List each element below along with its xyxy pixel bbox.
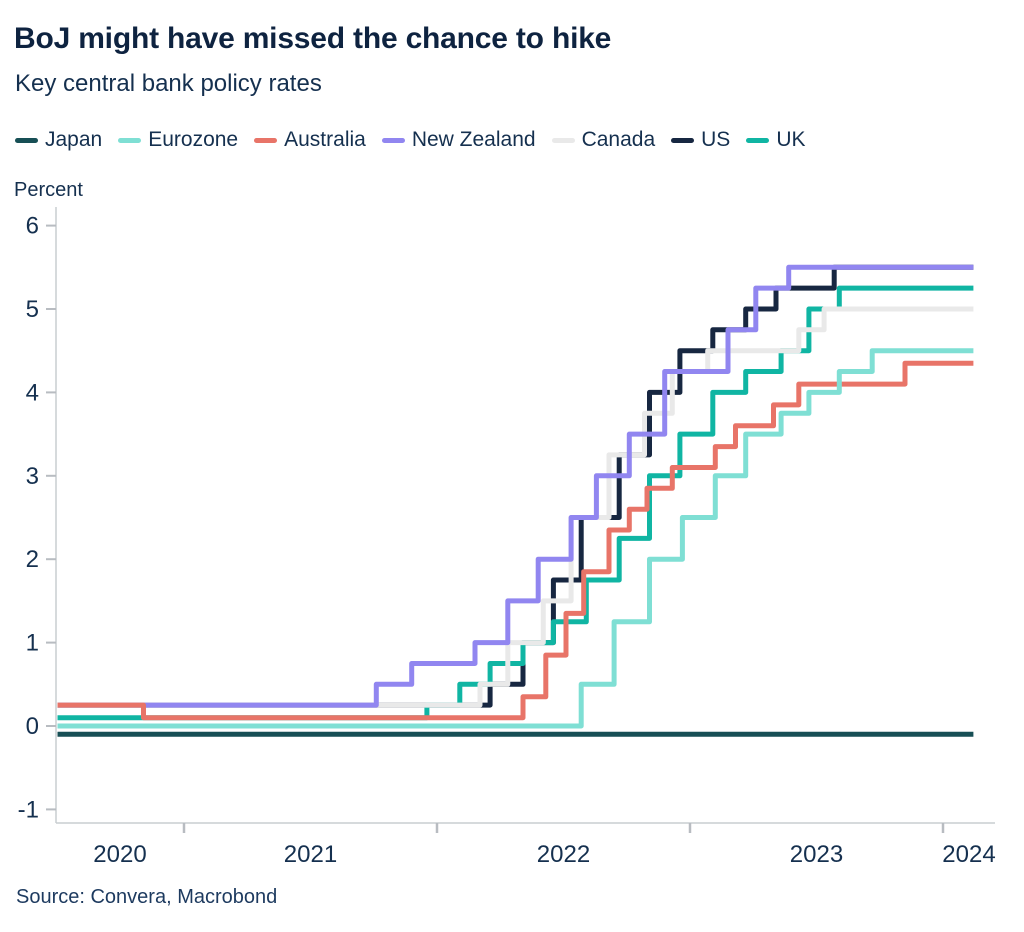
legend-item-uk: UK: [746, 128, 806, 152]
series-line-new-zealand: [57, 264, 974, 708]
series-line-uk: [57, 285, 974, 721]
axes: [55, 207, 995, 824]
legend-swatch-icon: [381, 137, 405, 143]
series-line-australia: [57, 360, 974, 721]
legend-label: New Zealand: [411, 128, 536, 151]
legend-item-japan: Japan: [15, 128, 102, 152]
legend-label: Australia: [284, 128, 366, 151]
legend-label: US: [701, 128, 731, 151]
page-title: BoJ might have missed the chance to hike: [14, 22, 612, 55]
legend-label: UK: [776, 128, 806, 151]
legend-swatch-icon: [671, 137, 695, 143]
x-year-label: 2021: [284, 841, 337, 868]
y-axis-unit-label: Percent: [14, 179, 83, 201]
legend-item-canada: Canada: [551, 128, 656, 152]
series-line-canada: [57, 306, 974, 708]
y-tick-label: 4: [26, 379, 39, 406]
legend-label: Eurozone: [148, 128, 239, 151]
legend-swatch-icon: [551, 137, 575, 143]
y-tick-label: 1: [26, 630, 39, 657]
legend-swatch-icon: [15, 137, 38, 143]
y-tick-label: 6: [26, 213, 39, 240]
series-lines: [57, 264, 974, 737]
x-axis-ticks: 2020 2021 2022 2023 2024: [93, 823, 996, 868]
series-line-eurozone: [57, 348, 974, 729]
y-tick-label: 5: [26, 296, 39, 323]
legend-item-eurozone: Eurozone: [118, 128, 238, 152]
y-axis-ticks: -1 0 1 2 3 4 5 6: [18, 213, 56, 823]
y-tick-label: 3: [26, 463, 39, 490]
legend-swatch-icon: [746, 137, 770, 143]
legend-item-us: US: [671, 128, 730, 152]
legend-label: Canada: [581, 128, 656, 151]
chart-subtitle: Key central bank policy rates: [15, 70, 322, 97]
y-tick-label: 2: [26, 546, 39, 573]
y-tick-label: -1: [18, 796, 39, 823]
source-note: Source: Convera, Macrobond: [16, 886, 278, 908]
series-line-us: [57, 264, 974, 708]
y-tick-label: 0: [26, 713, 39, 740]
x-year-label: 2020: [93, 841, 146, 868]
x-year-label: 2024: [942, 841, 995, 868]
legend-item-australia: Australia: [254, 128, 366, 152]
legend: Japan Eurozone Australia New Zealand Canada U…: [15, 128, 806, 152]
legend-label: Japan: [45, 128, 103, 151]
x-year-label: 2022: [537, 841, 590, 868]
x-year-label: 2023: [790, 841, 843, 868]
legend-item-new-zealand: New Zealand: [381, 128, 536, 152]
legend-swatch-icon: [254, 137, 278, 143]
legend-swatch-icon: [118, 137, 142, 143]
